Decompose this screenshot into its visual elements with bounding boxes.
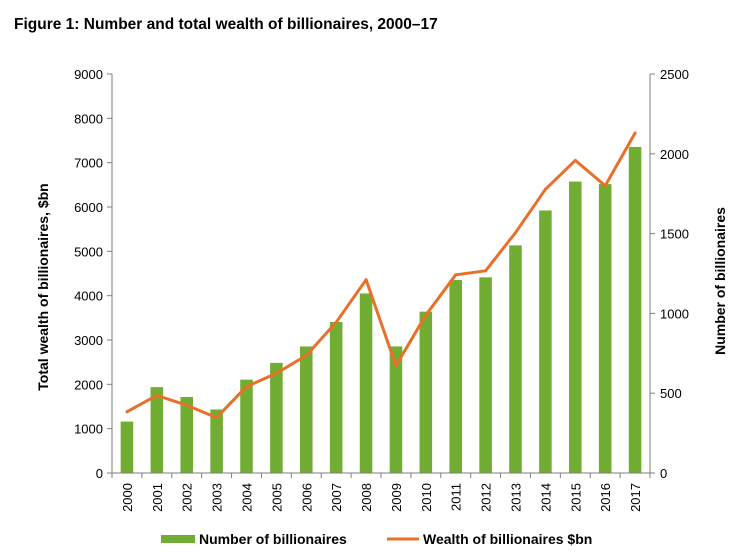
wealth-line	[126, 132, 637, 420]
line-series	[125, 131, 637, 420]
x-tick-label: 2009	[389, 483, 404, 512]
bar	[598, 184, 612, 473]
line-point	[245, 385, 248, 389]
bar	[449, 280, 462, 473]
line-point	[334, 320, 338, 324]
x-tick-label: 2014	[538, 483, 553, 512]
line-point	[125, 410, 129, 414]
bar	[389, 346, 403, 473]
bar	[150, 387, 164, 473]
line-point	[274, 371, 278, 375]
left-tick-label: 5000	[74, 244, 103, 259]
right-tick-label: 500	[660, 386, 682, 401]
x-tick-label: 2002	[180, 483, 195, 512]
x-tick-label: 2016	[598, 483, 613, 512]
line-point	[215, 416, 219, 420]
bar	[120, 421, 134, 473]
line-point	[304, 354, 308, 358]
legend-label-wealth-of-billionaires: Wealth of billionaires $bn	[423, 531, 592, 547]
x-axis: 2000 2001 2002 2003 2004 2005 2006 2007 2008 2009…	[111, 472, 651, 512]
left-tick-label: 3000	[74, 333, 103, 348]
x-tick-label: 2011	[449, 483, 464, 511]
bar	[539, 210, 552, 473]
x-tick-label: 2006	[299, 483, 314, 512]
bar	[628, 146, 642, 473]
line-point	[514, 231, 517, 235]
right-tick-label: 1500	[660, 227, 689, 242]
chart-title: Figure 1: Number and total wealth of bil…	[14, 16, 438, 33]
bar	[419, 311, 433, 473]
line-point	[364, 278, 368, 282]
left-tick-label: 6000	[74, 200, 103, 215]
x-tick-label: 2007	[329, 483, 344, 512]
x-tick-label: 2008	[359, 483, 374, 512]
x-tick-label: 2015	[568, 483, 583, 512]
x-tick-label: 2013	[509, 483, 524, 512]
line-point	[185, 403, 189, 407]
x-tick-label: 2012	[479, 483, 494, 512]
line-point	[633, 131, 637, 135]
right-y-axis-label: Number of billionaires	[712, 207, 728, 355]
bar	[359, 293, 373, 473]
line-point	[573, 158, 577, 162]
left-tick-label: 8000	[74, 111, 103, 126]
bar	[270, 362, 283, 473]
x-tick-label: 2001	[150, 483, 165, 512]
left-y-axis: 0 1000 2000 3000 4000 5000 6000 7000 8000 9000	[74, 67, 113, 481]
legend: Number of billionaires Wealth of billion…	[161, 531, 592, 547]
right-tick-label: 0	[660, 466, 667, 481]
legend-label-number-of-billionaires: Number of billionaires	[199, 531, 347, 547]
x-tick-label: 2004	[240, 483, 255, 512]
bar	[479, 277, 492, 473]
line-point	[454, 273, 458, 277]
right-y-axis: 0 500 1000 1500 2000 2500	[649, 67, 689, 481]
bar	[180, 397, 193, 473]
left-y-axis-label: Total wealth of billionaires, $bn	[35, 183, 51, 390]
left-tick-label: 1000	[74, 422, 103, 437]
line-point	[424, 313, 428, 317]
left-tick-label: 7000	[74, 156, 103, 171]
line-point	[394, 364, 398, 368]
left-tick-label: 4000	[74, 289, 103, 304]
bar	[210, 409, 223, 473]
line-point	[603, 184, 607, 188]
legend-swatch-number-of-billionaires	[161, 535, 195, 543]
left-tick-label: 0	[96, 466, 103, 481]
x-tick-label: 2017	[628, 483, 643, 512]
x-tick-label: 2010	[419, 483, 434, 512]
left-tick-label: 2000	[74, 377, 103, 392]
line-point	[155, 393, 159, 397]
right-tick-label: 2500	[660, 67, 689, 82]
x-tick-label: 2000	[120, 483, 135, 512]
left-tick-label: 9000	[74, 67, 103, 82]
bar	[300, 346, 313, 473]
right-tick-label: 2000	[660, 147, 689, 162]
line-point	[543, 187, 547, 191]
bar	[569, 181, 582, 473]
right-tick-label: 1000	[660, 306, 689, 321]
bar	[509, 245, 522, 473]
bar-series	[120, 146, 642, 473]
bar	[240, 379, 253, 473]
x-tick-label: 2003	[210, 483, 225, 512]
bar	[329, 322, 343, 473]
x-tick-label: 2005	[269, 483, 284, 512]
line-point	[484, 269, 488, 273]
